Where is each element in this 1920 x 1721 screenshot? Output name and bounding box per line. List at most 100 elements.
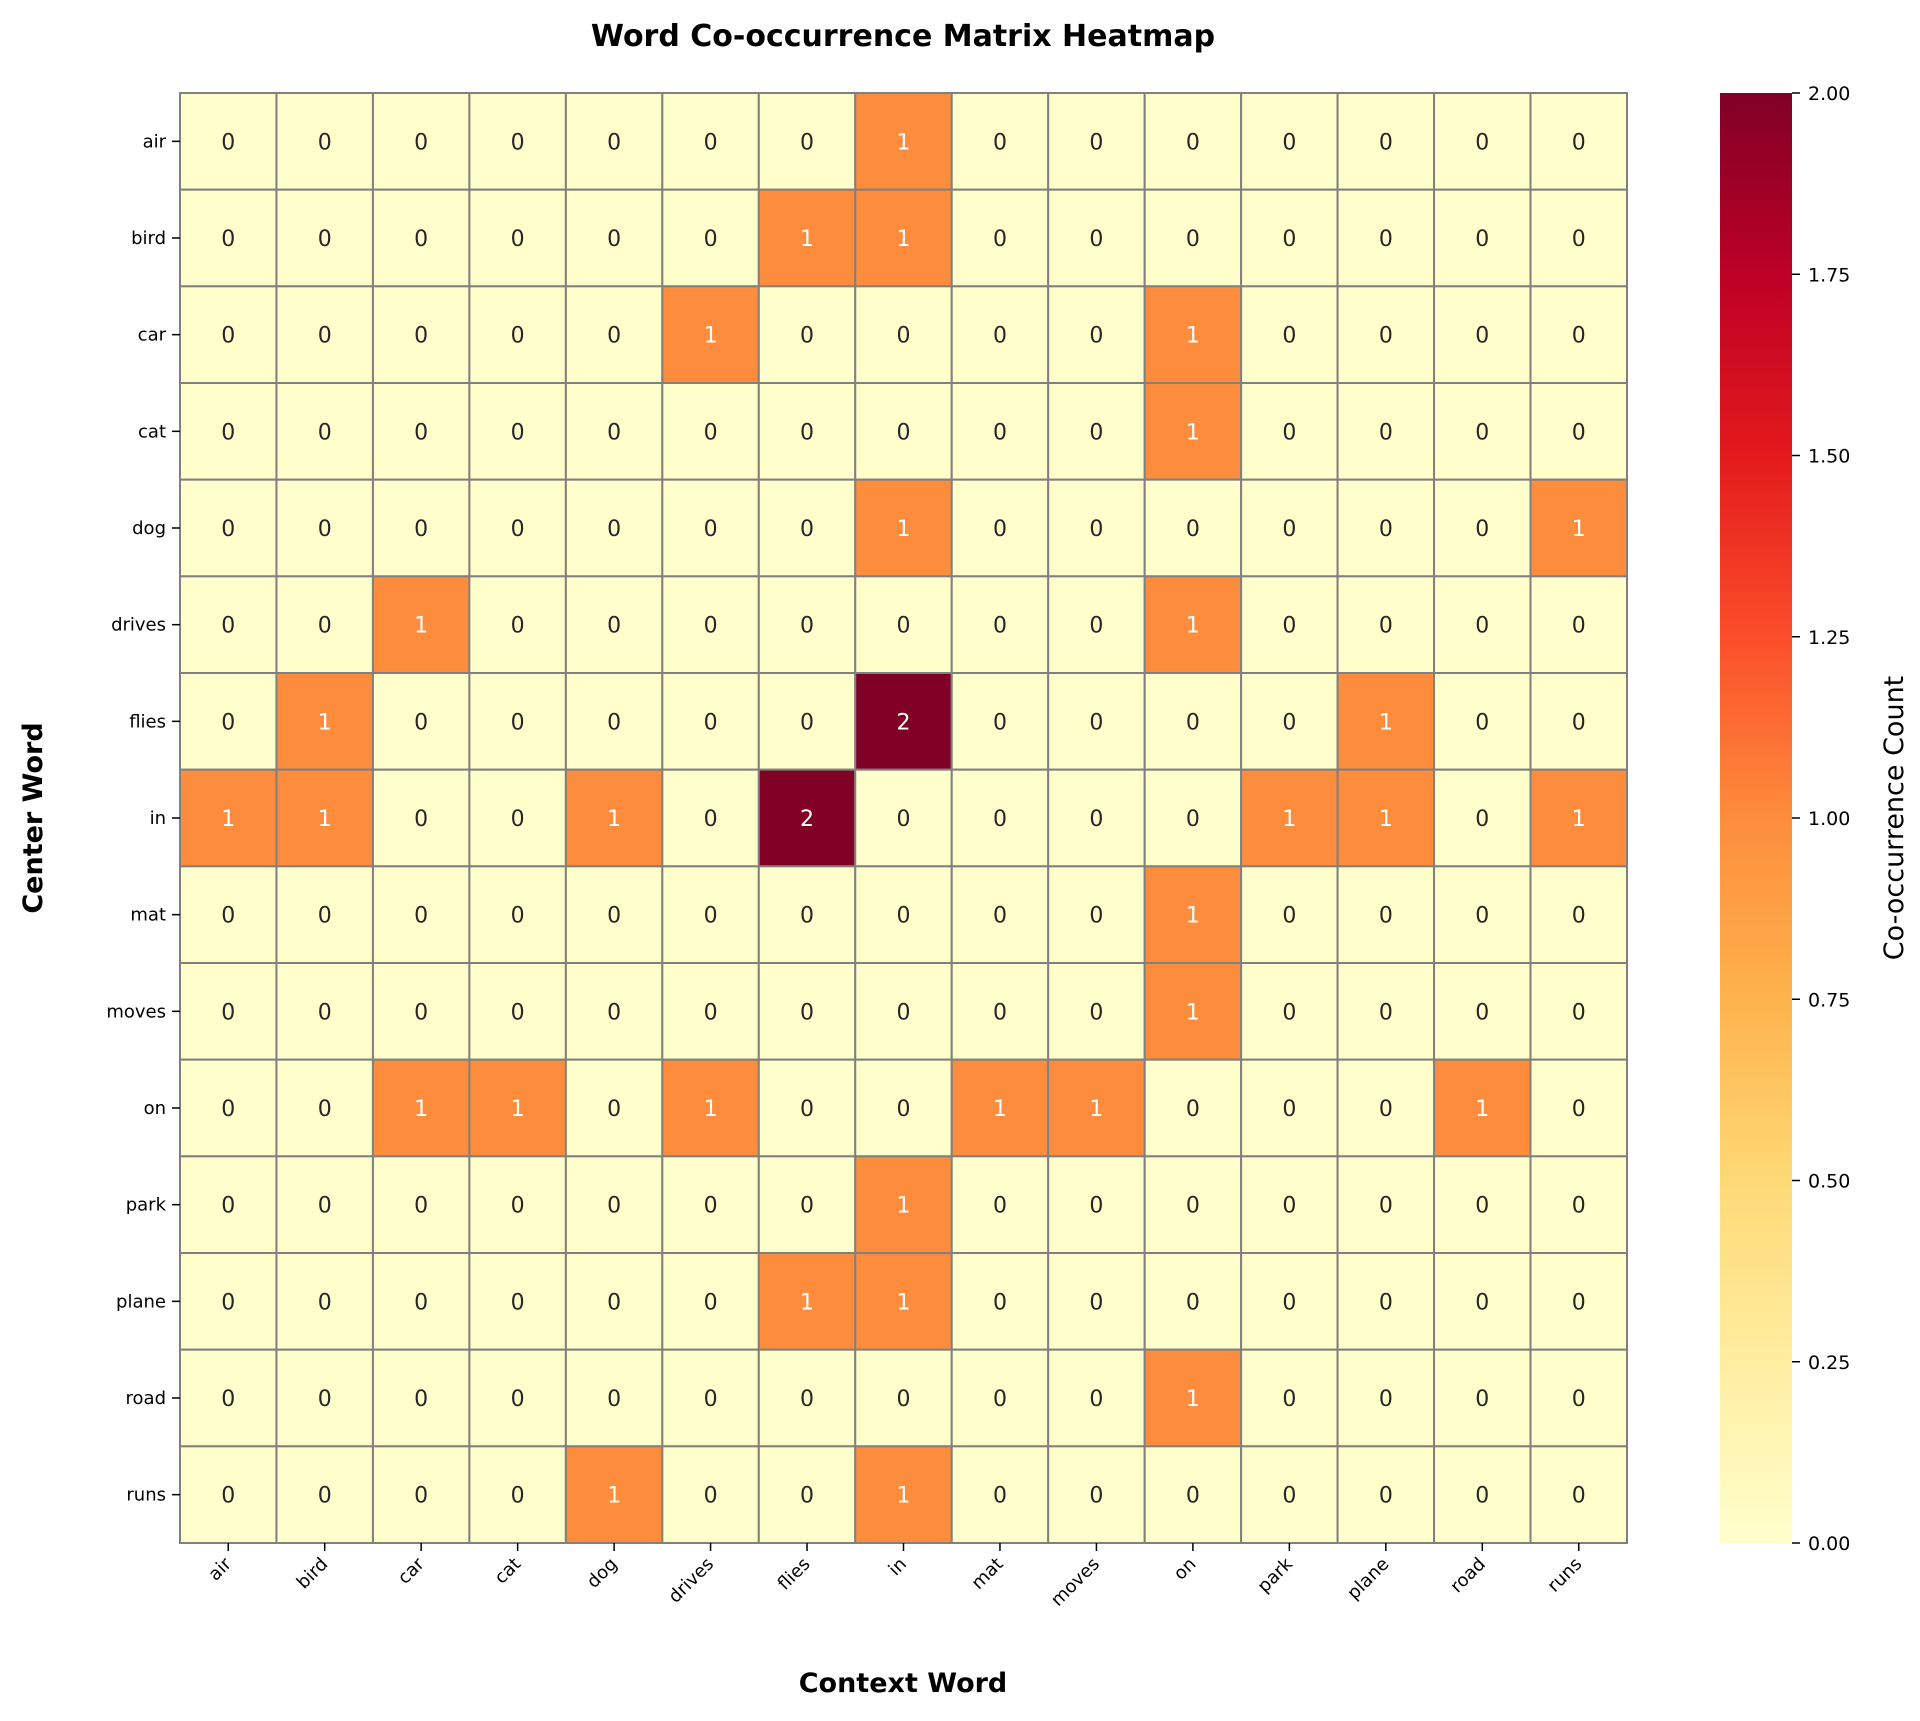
cell-annotation: 0 <box>800 324 814 349</box>
x-tick-label: dog <box>583 1554 622 1593</box>
heatmap-cell <box>1336 768 1436 868</box>
cell-annotation: 0 <box>607 1097 621 1122</box>
cell-annotation: 0 <box>993 227 1007 252</box>
cell-annotation: 0 <box>1475 420 1489 445</box>
heatmap-cell <box>1529 865 1628 964</box>
cell-annotation: 0 <box>1089 904 1103 929</box>
cell-annotation: 1 <box>993 1097 1007 1122</box>
cell-annotation: 0 <box>1572 1290 1586 1315</box>
cell-annotation: 0 <box>221 420 235 445</box>
cell-annotation: 0 <box>1282 420 1296 445</box>
heatmap-cell <box>179 1445 278 1545</box>
y-axis-label: Center Word <box>18 722 49 913</box>
heatmap-cell <box>275 1058 374 1158</box>
cell-annotation: 0 <box>1379 1194 1393 1219</box>
heatmap-cell <box>1047 1058 1146 1158</box>
heatmap-cell <box>1433 865 1532 964</box>
heatmap-cell <box>564 188 664 288</box>
cell-annotation: 0 <box>1282 1194 1296 1219</box>
cell-annotation: 0 <box>704 614 718 639</box>
cell-annotation: 0 <box>704 710 718 735</box>
cell-annotation: 1 <box>607 1484 621 1509</box>
cell-annotation: 0 <box>1572 614 1586 639</box>
cell-annotation: 0 <box>318 1484 332 1509</box>
cell-annotation: 0 <box>414 1387 428 1412</box>
heatmap-cell <box>1143 1445 1243 1545</box>
cell-annotation: 0 <box>1572 1194 1586 1219</box>
cell-annotation: 1 <box>318 807 332 832</box>
chart-title: Word Co-occurrence Matrix Heatmap <box>591 19 1215 54</box>
cell-annotation: 0 <box>1379 130 1393 155</box>
heatmap-cell <box>179 865 278 964</box>
heatmap-cell <box>1336 575 1436 674</box>
cell-annotation: 0 <box>318 1000 332 1025</box>
cell-annotation: 0 <box>1475 807 1489 832</box>
cell-annotation: 0 <box>607 614 621 639</box>
cell-annotation: 1 <box>897 517 911 542</box>
heatmap-cell <box>179 382 278 481</box>
cell-annotation: 0 <box>800 1387 814 1412</box>
cell-annotation: 0 <box>800 130 814 155</box>
cell-annotation: 0 <box>1572 227 1586 252</box>
heatmap-cell <box>757 1058 857 1158</box>
cell-annotation: 0 <box>1282 710 1296 735</box>
heatmap-cell <box>1240 188 1339 288</box>
heatmap-cell <box>468 188 567 288</box>
y-tick-label: park <box>126 1195 167 1216</box>
x-tick-label: road <box>1446 1554 1489 1597</box>
cell-annotation: 0 <box>1186 807 1200 832</box>
heatmap-cell <box>1433 188 1532 288</box>
cell-annotation: 0 <box>1572 420 1586 445</box>
cell-annotation: 0 <box>607 1290 621 1315</box>
cell-annotation: 0 <box>221 614 235 639</box>
heatmap-cell <box>854 92 953 191</box>
cell-annotation: 0 <box>704 1484 718 1509</box>
heatmap-cell <box>564 382 664 481</box>
cell-annotation: 0 <box>1089 517 1103 542</box>
cell-annotation: 1 <box>897 1484 911 1509</box>
cell-annotation: 0 <box>318 130 332 155</box>
cell-annotation: 0 <box>993 1484 1007 1509</box>
cell-annotation: 0 <box>800 1194 814 1219</box>
heatmap-cell <box>371 1252 471 1351</box>
cell-annotation: 1 <box>897 1290 911 1315</box>
heatmap-cell <box>854 1252 953 1351</box>
colorbar-tick-label: 1.00 <box>1808 808 1850 830</box>
cell-annotation: 0 <box>511 324 525 349</box>
y-tick-label: cat <box>138 421 166 442</box>
heatmap-cell <box>757 1348 857 1448</box>
cell-annotation: 0 <box>1572 130 1586 155</box>
cell-annotation: 0 <box>800 710 814 735</box>
cell-annotation: 0 <box>993 420 1007 445</box>
cell-annotation: 1 <box>221 807 235 832</box>
cell-annotation: 0 <box>1186 227 1200 252</box>
heatmap-cell <box>757 188 857 288</box>
heatmap-cell <box>854 382 953 481</box>
cell-annotation: 0 <box>511 807 525 832</box>
heatmap-cell <box>371 1155 471 1255</box>
cell-annotation: 0 <box>993 324 1007 349</box>
x-tick-label: drives <box>664 1554 718 1608</box>
heatmap-cell <box>757 1445 857 1545</box>
heatmap-cell <box>275 1348 374 1448</box>
cell-annotation: 0 <box>993 1290 1007 1315</box>
cell-annotation: 0 <box>607 1387 621 1412</box>
heatmap-cell <box>468 1445 567 1545</box>
colorbar-tick-label: 1.75 <box>1808 264 1850 286</box>
cell-annotation: 0 <box>1572 1000 1586 1025</box>
cell-annotation: 1 <box>1572 807 1586 832</box>
cell-annotation: 0 <box>993 1387 1007 1412</box>
colorbar-label: Co-occurrence Count <box>1879 676 1910 961</box>
cell-annotation: 0 <box>704 904 718 929</box>
heatmap-cell <box>1240 92 1339 191</box>
heatmap-cell <box>950 382 1050 481</box>
cell-annotation: 0 <box>607 517 621 542</box>
cell-annotation: 0 <box>511 1000 525 1025</box>
y-tick-label: plane <box>116 1291 166 1312</box>
heatmap-cell <box>1433 672 1532 771</box>
x-axis-label: Context Word <box>799 1668 1008 1699</box>
heatmap-cell <box>1529 1445 1628 1545</box>
heatmap-cell <box>1433 1155 1532 1255</box>
cell-annotation: 0 <box>1089 710 1103 735</box>
